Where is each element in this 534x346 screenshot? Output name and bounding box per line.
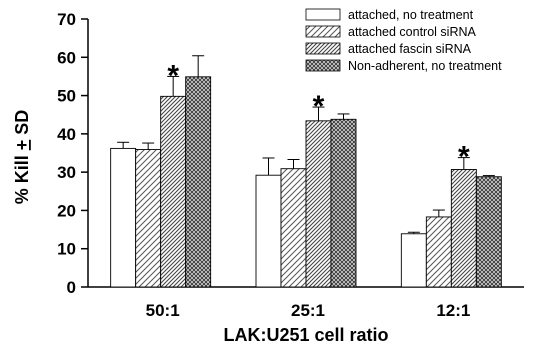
legend-swatch: [305, 42, 341, 55]
legend-label: attached control siRNA: [348, 25, 477, 39]
legend-swatch: [305, 59, 341, 72]
error-bars: [117, 55, 495, 234]
legend-swatch: [305, 25, 341, 38]
legend-label: attached fascin siRNA: [348, 42, 472, 56]
y-tick-label: 20: [57, 201, 76, 220]
y-axis-title: % Kill + SD: [12, 110, 32, 205]
bar: [160, 95, 187, 288]
bar: [400, 233, 427, 288]
y-tick-label: 30: [57, 163, 76, 182]
y-tick-label: 50: [57, 87, 76, 106]
bar: [330, 118, 357, 288]
y-tick-label: 60: [57, 48, 76, 67]
bar: [110, 147, 137, 288]
bar: [185, 76, 212, 288]
y-tick-label: 10: [57, 240, 76, 259]
x-axis-title: LAK:U251 cell ratio: [223, 325, 388, 345]
y-tick-label: 70: [57, 10, 76, 29]
bars: [110, 76, 502, 288]
x-tick-label: 50:1: [146, 301, 180, 320]
legend-swatch: [305, 8, 341, 21]
legend-label: attached, no treatment: [348, 8, 474, 22]
y-tick-label: 0: [67, 278, 76, 297]
bar: [425, 216, 452, 288]
x-tick-label: 12:1: [436, 301, 470, 320]
bar: [305, 120, 332, 288]
bar: [475, 176, 502, 288]
bar: [450, 169, 477, 288]
legend-label: Non-adherent, no treatment: [348, 59, 502, 73]
significance-markers: * * *: [167, 59, 470, 173]
x-tick-labels: 50:1 25:1 12:1: [146, 301, 471, 320]
bar: [255, 174, 282, 288]
bar: [135, 149, 162, 288]
y-ticks: 0 10 20 30 40 50 60 70: [57, 10, 88, 297]
x-tick-label: 25:1: [291, 301, 325, 320]
legend: attached, no treatment attached control s…: [305, 8, 502, 73]
y-tick-label: 40: [57, 125, 76, 144]
significance-star: *: [458, 141, 470, 174]
significance-star: *: [167, 59, 179, 92]
significance-star: *: [313, 90, 325, 123]
bar: [280, 168, 307, 288]
